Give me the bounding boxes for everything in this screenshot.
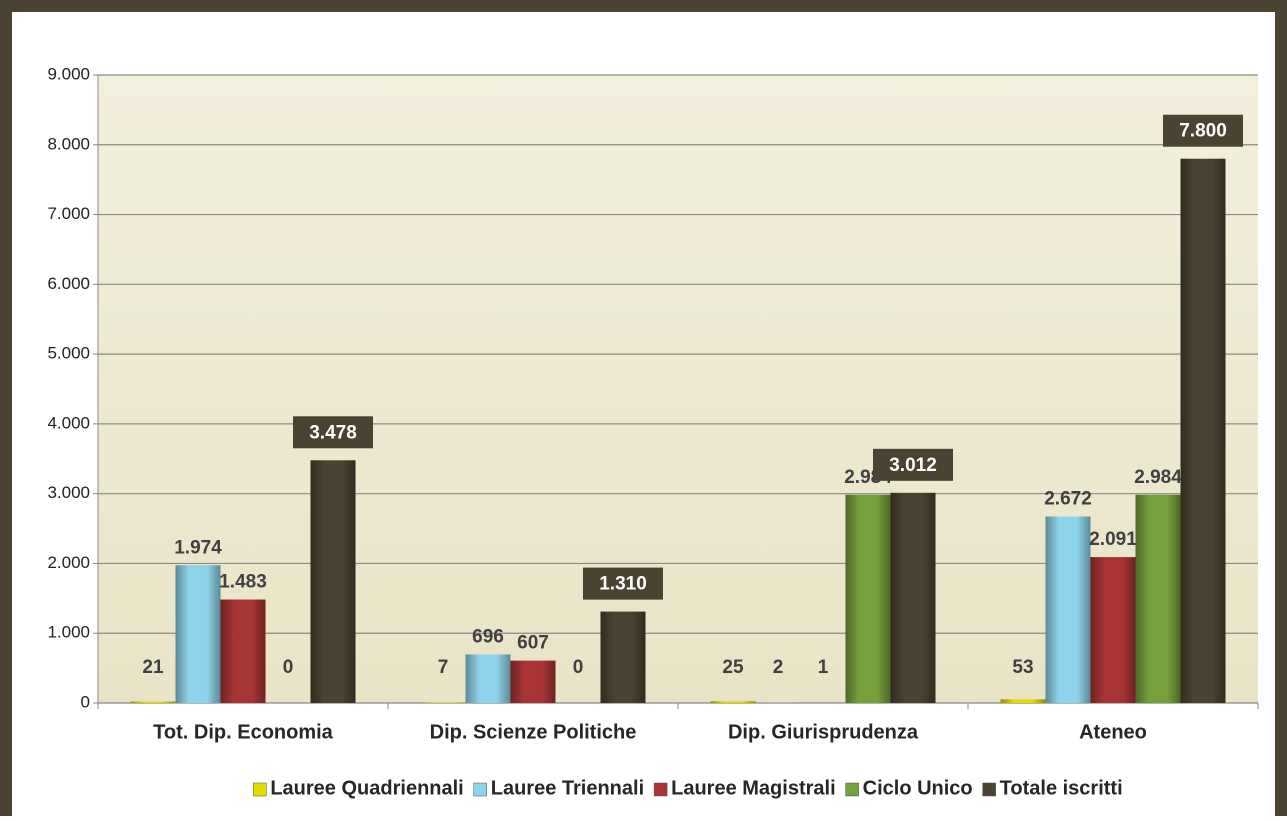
y-tick-label: 8.000 [47, 134, 90, 153]
y-tick-label: 7.000 [47, 204, 90, 223]
bar-group [1181, 159, 1226, 703]
bar-shade [131, 702, 176, 703]
value-label: 7.800 [1179, 121, 1227, 142]
value-label: 2.672 [1044, 489, 1092, 510]
bar-shade [1181, 159, 1226, 703]
bar-group [1091, 557, 1136, 703]
bar-shade [846, 495, 891, 703]
legend-swatch [474, 783, 487, 796]
y-tick-label: 4.000 [47, 413, 90, 432]
bar-shade [1091, 557, 1136, 703]
bar-shade [466, 654, 511, 703]
legend-swatch [654, 783, 667, 796]
bar-group [311, 460, 356, 703]
bar-shade [221, 600, 266, 703]
value-label: 2 [773, 657, 784, 678]
bar-shade [1001, 699, 1046, 703]
value-label: 2.091 [1089, 529, 1137, 550]
value-label: 1 [818, 657, 829, 678]
legend-swatch [983, 783, 996, 796]
bar-shade [1136, 495, 1181, 703]
bar-shade [311, 460, 356, 703]
value-label: 607 [517, 633, 549, 654]
bar-shade [891, 493, 936, 703]
bar-group [176, 565, 221, 703]
bar-group [891, 493, 936, 703]
bar-group [511, 661, 556, 703]
value-label: 25 [722, 657, 744, 678]
legend-label: Lauree Triennali [491, 777, 644, 799]
legend-label: Totale iscritti [1000, 777, 1123, 799]
value-label: 696 [472, 626, 504, 647]
bar-group [601, 612, 646, 703]
value-label: 3.012 [889, 455, 937, 476]
value-label: 0 [283, 657, 294, 678]
y-tick-label: 3.000 [47, 483, 90, 502]
bar-group [1046, 517, 1091, 703]
value-label: 53 [1012, 657, 1033, 678]
y-tick-label: 1.000 [47, 623, 90, 642]
bar-shade [601, 612, 646, 703]
y-tick-label: 5.000 [47, 344, 90, 363]
legend-label: Ciclo Unico [863, 777, 973, 799]
value-label: 7 [438, 657, 449, 678]
bar-shade [176, 565, 221, 703]
legend-label: Lauree Quadriennali [270, 777, 463, 799]
bar-group [466, 654, 511, 703]
x-tick-label: Tot. Dip. Economia [153, 721, 334, 743]
bar-group [221, 600, 266, 703]
bar-group [846, 495, 891, 703]
bar-group [711, 701, 756, 703]
value-label: 1.483 [219, 572, 267, 593]
value-label: 21 [142, 657, 164, 678]
legend-swatch [253, 783, 266, 796]
bar-group [1136, 495, 1181, 703]
bar-group [131, 702, 176, 703]
x-tick-label: Ateneo [1079, 721, 1147, 743]
bar-shade [511, 661, 556, 703]
y-tick-label: 2.000 [47, 553, 90, 572]
y-tick-label: 0 [81, 692, 90, 711]
y-tick-label: 9.000 [47, 64, 90, 83]
value-label: 2.984 [1134, 467, 1182, 488]
legend-label: Lauree Magistrali [671, 777, 836, 799]
bar-shade [1046, 517, 1091, 703]
legend-swatch [846, 783, 859, 796]
y-tick-label: 6.000 [47, 274, 90, 293]
value-label: 3.478 [309, 422, 357, 443]
bar-group [1001, 699, 1046, 703]
value-label: 1.310 [599, 574, 647, 595]
bar-shade [711, 701, 756, 703]
x-tick-label: Dip. Scienze Politiche [430, 721, 637, 743]
x-tick-label: Dip. Giurisprudenza [728, 721, 919, 743]
value-label: 0 [573, 657, 584, 678]
value-label: 1.974 [174, 537, 222, 558]
